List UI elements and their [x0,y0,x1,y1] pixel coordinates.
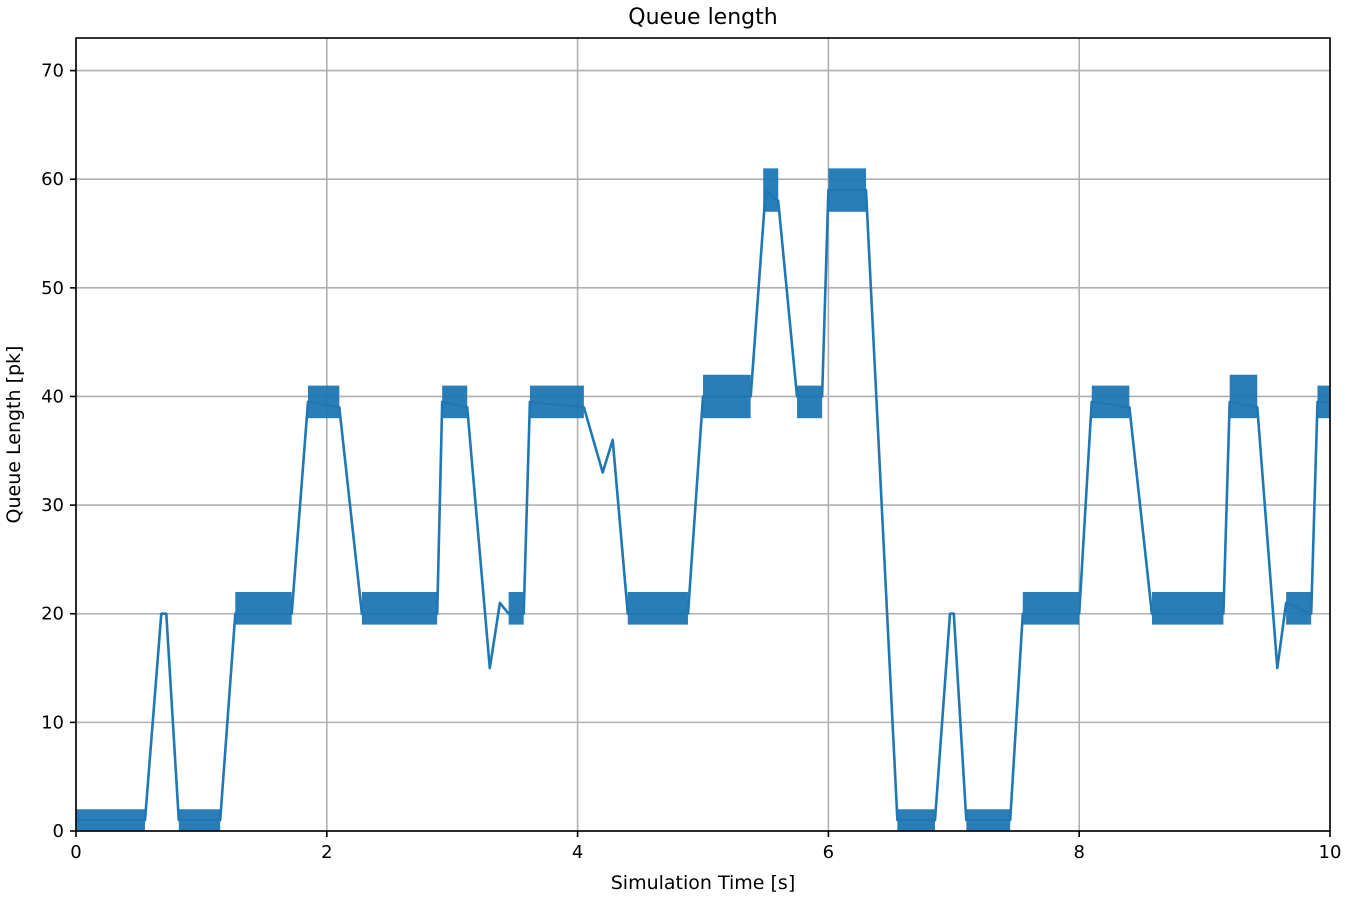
data-series-line [76,188,1330,822]
data-band [627,592,688,625]
x-tick-label: 4 [572,842,583,863]
data-band [1022,592,1080,625]
data-band [508,592,524,625]
y-tick-label: 10 [41,712,64,733]
y-tick-label: 40 [41,386,64,407]
series-layer [76,168,1330,831]
x-axis-label: Simulation Time [s] [611,872,796,894]
grid-layer [75,38,1331,832]
data-band [1229,374,1258,419]
tick-layer: 0 2 4 6 8 10 0 10 20 30 40 50 60 70 [41,61,1341,863]
x-tick-label: 6 [823,842,834,863]
plot-frame [75,37,1331,832]
y-tick-label: 0 [53,821,64,842]
data-band [1151,592,1224,625]
x-tick-label: 10 [1319,842,1342,863]
x-tick-label: 2 [321,842,332,863]
data-band [797,385,823,419]
data-band [763,168,779,212]
x-tick-label: 8 [1073,842,1084,863]
y-tick-label: 20 [41,604,64,625]
y-tick-label: 50 [41,278,64,299]
data-band [361,592,438,625]
y-tick-label: 70 [41,61,64,82]
chart-title: Queue length [628,5,777,30]
y-tick-label: 60 [41,169,64,190]
y-tick-label: 30 [41,495,64,516]
x-tick-label: 0 [70,842,81,863]
data-band [235,592,292,625]
y-axis-label: Queue Length [pk] [3,346,25,524]
